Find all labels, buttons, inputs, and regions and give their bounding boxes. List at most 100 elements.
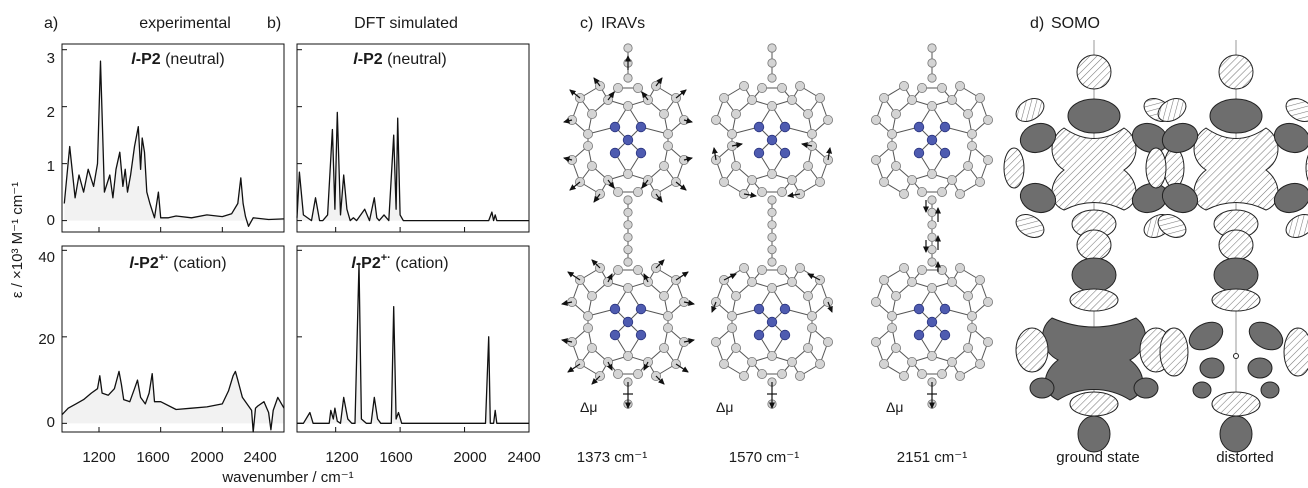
dipole-labels: Δμ Δμ Δμ <box>580 399 903 415</box>
nitrogen-atom <box>753 329 765 341</box>
orbital-lobe <box>1209 98 1263 134</box>
carbon-atom <box>947 276 958 287</box>
carbon-atom <box>787 276 798 287</box>
carbon-atom <box>719 93 730 104</box>
freq-1373: 1373 cm⁻¹ <box>577 449 647 466</box>
carbon-atom <box>927 195 937 205</box>
label-neutral-exp: l-P2 (neutral) <box>131 51 224 68</box>
carbon-atom <box>777 186 788 197</box>
nitrogen-atom <box>913 147 925 159</box>
nitrogen-atom <box>609 121 621 133</box>
y-tick-top-0: 0 <box>47 212 55 229</box>
orbital-lobe <box>1077 415 1111 453</box>
carbon-atom <box>719 358 730 369</box>
carbon-atom <box>917 186 928 197</box>
carbon-atom <box>767 168 778 179</box>
displacement-arrow <box>675 363 689 373</box>
carbon-atom <box>879 358 890 369</box>
y-tick-top-2: 2 <box>47 104 55 121</box>
carbon-atom <box>907 356 918 367</box>
orbital-lobe <box>1157 98 1187 122</box>
carbon-atom <box>927 168 938 179</box>
displacement-arrow <box>655 259 665 269</box>
carbon-atom <box>907 95 918 106</box>
carbon-atom <box>623 282 634 293</box>
carbon-atom <box>887 128 898 139</box>
label-cation-exp: l-P2+· (cation) <box>129 252 226 272</box>
carbon-atom <box>767 257 777 267</box>
carbon-atom <box>739 81 750 92</box>
somo-distorted <box>1145 40 1308 453</box>
carbon-atom <box>983 154 994 165</box>
spectrum-line <box>61 370 285 433</box>
carbon-atom <box>731 109 742 120</box>
label-neutral-dft: l-P2 (neutral) <box>353 51 446 68</box>
displacement-arrow <box>807 273 821 281</box>
nitrogen-atom <box>753 121 765 133</box>
carbon-atom <box>803 109 814 120</box>
carbon-atom <box>719 176 730 187</box>
orbital-lobe <box>1218 229 1254 261</box>
orbital-lobe <box>1211 288 1261 312</box>
carbon-atom <box>963 109 974 120</box>
carbon-atom <box>879 93 890 104</box>
carbon-atom <box>613 368 624 379</box>
carbon-atom <box>727 128 738 139</box>
y-tick-labels: 0 1 2 3 0 20 40 <box>38 50 55 431</box>
carbon-atom <box>767 195 777 205</box>
panel-headers: a) experimental b) DFT simulated c) IRAV… <box>44 15 1100 32</box>
panel-b-title: DFT simulated <box>354 15 458 32</box>
carbon-atom <box>927 58 937 68</box>
carbon-atom <box>767 58 777 68</box>
carbon-atom <box>927 282 938 293</box>
nitrogen-atom <box>779 121 791 133</box>
carbon-atom <box>747 95 758 106</box>
carbon-atom <box>803 160 814 171</box>
displacement-arrow <box>675 181 687 191</box>
orbital-lobe <box>1161 182 1199 214</box>
carbon-atom <box>975 274 986 285</box>
plot-frame <box>296 43 530 233</box>
metal-atom <box>926 316 938 328</box>
displacement-arrow <box>675 271 689 281</box>
orbital-lobe <box>1161 122 1199 154</box>
somo-label-distorted: distorted <box>1216 449 1274 466</box>
displacement-arrow <box>561 338 573 345</box>
orbital-lobe <box>1015 98 1045 122</box>
carbon-atom <box>623 245 633 255</box>
nitrogen-atom <box>635 147 647 159</box>
orbital-lobe-core <box>1193 127 1279 211</box>
carbon-atom <box>739 262 750 273</box>
carbon-atom <box>803 342 814 353</box>
displacement-arrow <box>641 179 649 189</box>
orbital-lobe <box>1188 321 1224 351</box>
displacement-arrow <box>593 193 601 203</box>
carbon-atom <box>623 168 634 179</box>
carbon-atom <box>659 290 670 301</box>
freq-1570: 1570 cm⁻¹ <box>729 449 799 466</box>
plot-labels: l-P2 (neutral) l-P2 (neutral) l-P2+· (ca… <box>129 51 448 272</box>
metal-atom <box>622 316 634 328</box>
carbon-atom <box>907 276 918 287</box>
carbon-atom <box>983 115 994 126</box>
carbon-atom <box>955 262 966 273</box>
carbon-atom <box>767 350 778 361</box>
plot-frame <box>296 245 530 433</box>
carbon-atom <box>757 368 768 379</box>
carbon-atom <box>795 81 806 92</box>
displacement-arrow <box>641 91 649 101</box>
displacement-arrow <box>683 117 693 124</box>
panel-d-title: SOMO <box>1051 15 1100 32</box>
nitrogen-atom <box>779 329 791 341</box>
carbon-atom <box>955 188 966 199</box>
carbon-atom <box>767 43 777 53</box>
spectrum-fill <box>64 61 284 227</box>
carbon-atom <box>623 195 633 205</box>
somo-ground-state <box>1003 40 1185 453</box>
metal-atom <box>926 134 938 146</box>
displacement-arrow <box>711 301 717 313</box>
plot-experimental-cation <box>61 245 285 433</box>
spectrum-line <box>63 60 285 227</box>
carbon-atom <box>659 160 670 171</box>
displacement-arrow <box>567 271 581 281</box>
